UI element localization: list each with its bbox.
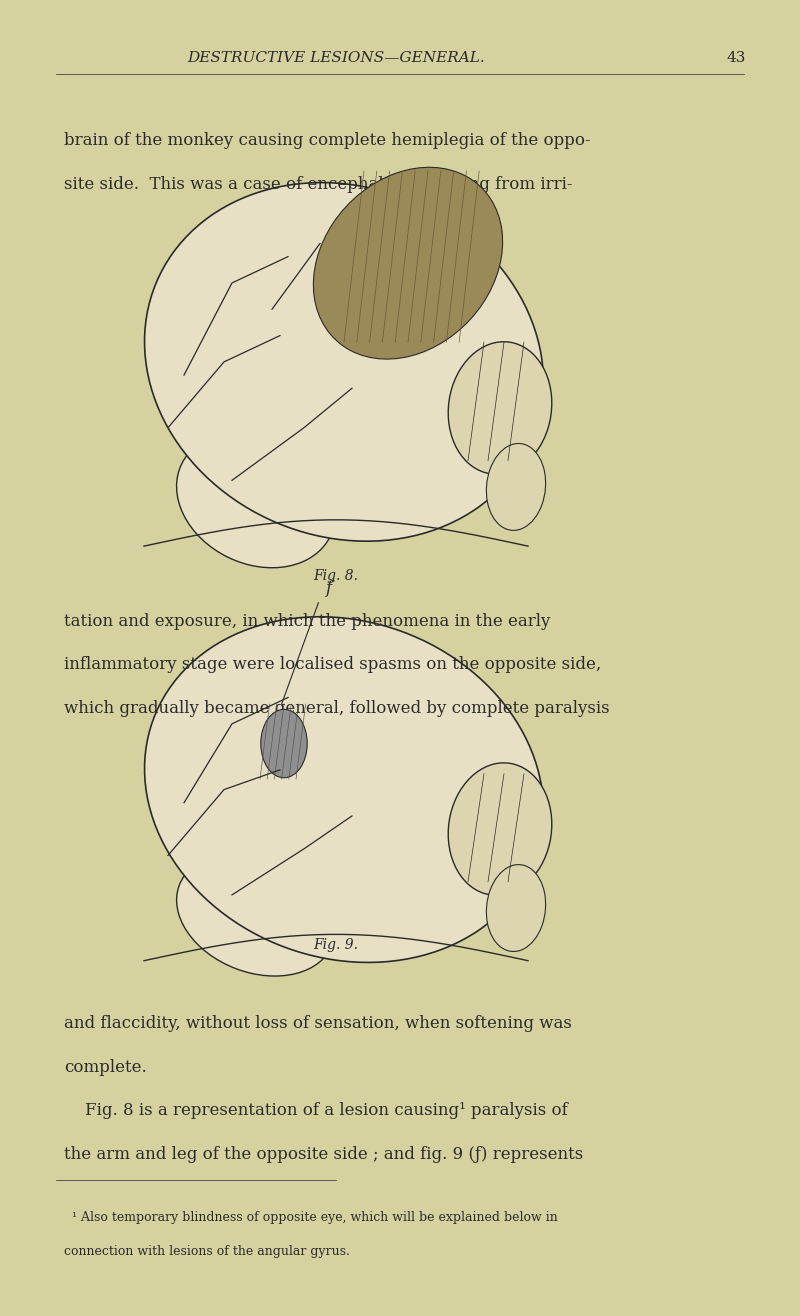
Text: the arm and leg of the opposite side ; and fig. 9 (ƒ) represents: the arm and leg of the opposite side ; a… bbox=[64, 1146, 583, 1162]
Text: inflammatory stage were localised spasms on the opposite side,: inflammatory stage were localised spasms… bbox=[64, 657, 602, 672]
Text: tation and exposure, in which the phenomena in the early: tation and exposure, in which the phenom… bbox=[64, 613, 550, 629]
Text: site side.  This was a case of encephalitis resulting from irri-: site side. This was a case of encephalit… bbox=[64, 176, 573, 192]
Text: complete.: complete. bbox=[64, 1059, 146, 1075]
Ellipse shape bbox=[314, 167, 502, 359]
Ellipse shape bbox=[448, 763, 552, 895]
Ellipse shape bbox=[145, 617, 543, 962]
Ellipse shape bbox=[177, 433, 335, 567]
Text: Fig. 9.: Fig. 9. bbox=[314, 938, 358, 951]
Text: ¹ Also temporary blindness of opposite eye, which will be explained below in: ¹ Also temporary blindness of opposite e… bbox=[64, 1211, 558, 1224]
Text: DESTRUCTIVE LESIONS—GENERAL.: DESTRUCTIVE LESIONS—GENERAL. bbox=[187, 51, 485, 64]
Ellipse shape bbox=[486, 865, 546, 951]
Ellipse shape bbox=[448, 342, 552, 474]
Text: brain of the monkey causing complete hemiplegia of the oppo-: brain of the monkey causing complete hem… bbox=[64, 133, 590, 149]
Text: Fig. 8 is a representation of a lesion causing¹ paralysis of: Fig. 8 is a representation of a lesion c… bbox=[64, 1103, 568, 1119]
Text: Fig. 8.: Fig. 8. bbox=[314, 570, 358, 583]
Text: connection with lesions of the angular gyrus.: connection with lesions of the angular g… bbox=[64, 1245, 350, 1258]
Text: 43: 43 bbox=[726, 51, 746, 64]
Ellipse shape bbox=[177, 853, 335, 976]
Ellipse shape bbox=[145, 183, 543, 541]
Text: and flaccidity, without loss of sensation, when softening was: and flaccidity, without loss of sensatio… bbox=[64, 1016, 572, 1032]
Ellipse shape bbox=[261, 709, 307, 778]
Ellipse shape bbox=[486, 443, 546, 530]
Text: which gradually became general, followed by complete paralysis: which gradually became general, followed… bbox=[64, 700, 610, 716]
Text: f: f bbox=[325, 580, 331, 596]
